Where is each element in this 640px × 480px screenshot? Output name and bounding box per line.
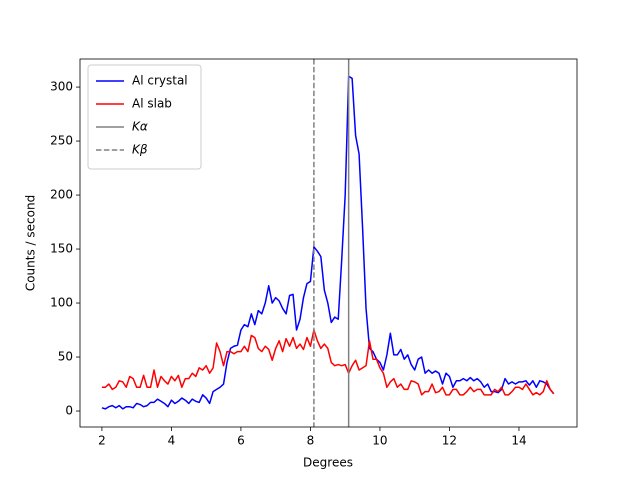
x-tick-label: 12 [442, 434, 457, 448]
y-tick-label: 250 [50, 134, 73, 148]
legend-label: Al crystal [132, 74, 188, 88]
legend-label: Kα [132, 120, 148, 134]
y-tick-label: 50 [58, 350, 73, 364]
y-tick-label: 300 [50, 80, 73, 94]
y-tick-label: 200 [50, 188, 73, 202]
x-tick-label: 10 [372, 434, 387, 448]
y-tick-label: 150 [50, 242, 73, 256]
y-tick-label: 100 [50, 296, 73, 310]
x-tick-label: 4 [168, 434, 176, 448]
x-axis-label: Degrees [303, 456, 353, 470]
x-tick-label: 2 [98, 434, 106, 448]
x-tick-label: 6 [237, 434, 245, 448]
data-line [101, 329, 555, 396]
y-tick-label: 0 [65, 404, 73, 418]
legend-label: Al slab [132, 97, 172, 111]
x-tick-label: 8 [307, 434, 315, 448]
legend-label: Kβ [132, 143, 148, 157]
x-tick-label: 14 [511, 434, 526, 448]
axes-frame [79, 58, 578, 428]
data-line [101, 75, 555, 410]
legend [87, 64, 202, 170]
y-axis-label: Counts / second [24, 195, 38, 291]
